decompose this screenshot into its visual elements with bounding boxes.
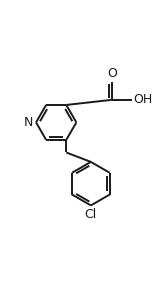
Text: O: O: [107, 67, 117, 80]
Text: N: N: [23, 116, 33, 129]
Text: OH: OH: [133, 93, 153, 106]
Text: Cl: Cl: [85, 208, 97, 221]
